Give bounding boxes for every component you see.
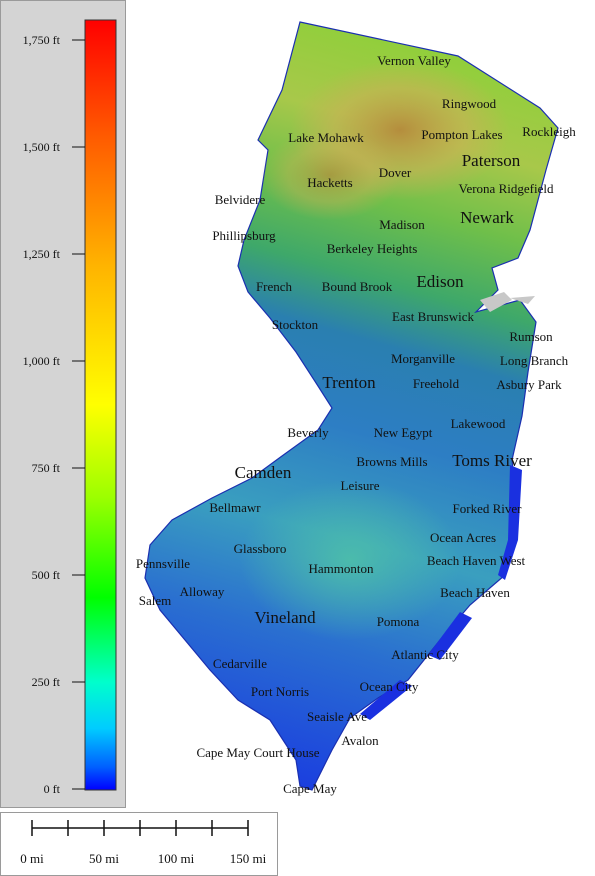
state-land-area: [144, 21, 559, 791]
legend-tick-label: 0 ft: [44, 782, 61, 796]
place-label-bellmawr: Bellmawr: [209, 500, 261, 515]
place-labels: Vernon Valley Ringwood Rockleigh Lake Mohaw…: [136, 53, 576, 796]
place-label-vernon-valley: Vernon Valley: [377, 53, 451, 68]
scale-bar: [31, 820, 249, 836]
scale-label: 50 mi: [89, 851, 119, 866]
scale-labels: 0 mi 50 mi 100 mi 150 mi: [20, 851, 266, 866]
scale-bar-panel: [0, 812, 278, 876]
place-label-ocean-acres: Ocean Acres: [430, 530, 496, 545]
elevation-color-bar: [84, 19, 117, 791]
place-label-beach-haven: Beach Haven: [440, 585, 510, 600]
place-label-trenton: Trenton: [322, 373, 376, 392]
barrier-island-south: [360, 680, 412, 720]
place-label-lakewood: Lakewood: [451, 416, 506, 431]
place-label-french: French: [256, 279, 293, 294]
ridge-region: [260, 130, 400, 220]
place-label-new-egypt: New Egypt: [374, 425, 433, 440]
place-label-alloway: Alloway: [180, 584, 225, 599]
place-label-pennsville: Pennsville: [136, 556, 190, 571]
place-label-rockleigh: Rockleigh: [522, 124, 576, 139]
place-label-atlantic-city: Atlantic City: [391, 647, 459, 662]
legend-tick-label: 750 ft: [32, 461, 61, 475]
place-label-bound-brook: Bound Brook: [322, 279, 393, 294]
pinelands-region: [240, 480, 460, 640]
place-label-verona-ridgefield: Verona Ridgefield: [459, 181, 554, 196]
place-label-avalon: Avalon: [341, 733, 379, 748]
place-label-newark: Newark: [460, 208, 514, 227]
place-label-madison: Madison: [379, 217, 425, 232]
place-label-lake-mohawk: Lake Mohawk: [288, 130, 364, 145]
barrier-island-mid: [428, 612, 472, 660]
place-label-leisure: Leisure: [341, 478, 380, 493]
place-label-port-norris: Port Norris: [251, 684, 309, 699]
legend-tick-label: 1,000 ft: [23, 354, 61, 368]
place-label-phillipsburg: Phillipsburg: [212, 228, 276, 243]
legend-tick-label: 250 ft: [32, 675, 61, 689]
place-label-hammonton: Hammonton: [309, 561, 374, 576]
place-label-freehold: Freehold: [413, 376, 460, 391]
place-label-cape-may-court-house: Cape May Court House: [196, 745, 319, 760]
place-label-rumson: Rumson: [509, 329, 553, 344]
place-label-pomona: Pomona: [377, 614, 420, 629]
scale-label: 150 mi: [230, 851, 267, 866]
barrier-island-north: [498, 465, 522, 580]
legend-tick-label: 500 ft: [32, 568, 61, 582]
place-label-ringwood: Ringwood: [442, 96, 497, 111]
place-label-cape-may: Cape May: [283, 781, 337, 796]
place-label-beach-haven-west: Beach Haven West: [427, 553, 526, 568]
place-label-salem: Salem: [139, 593, 172, 608]
place-label-morganville: Morganville: [391, 351, 455, 366]
legend-tick-label: 1,750 ft: [23, 33, 61, 47]
place-label-berkeley-heights: Berkeley Heights: [327, 241, 418, 256]
place-label-east-brunswick: East Brunswick: [392, 309, 474, 324]
place-label-camden: Camden: [235, 463, 292, 482]
legend-tick-label: 1,250 ft: [23, 247, 61, 261]
place-label-beverly: Beverly: [287, 425, 329, 440]
scale-label: 0 mi: [20, 851, 44, 866]
legend-ticks: 1,750 ft 1,500 ft 1,250 ft 1,000 ft 750 ft 50…: [23, 33, 85, 796]
place-label-dover: Dover: [379, 165, 412, 180]
place-label-vineland: Vineland: [254, 608, 316, 627]
place-label-paterson: Paterson: [462, 151, 521, 170]
neighbor-land: [510, 296, 535, 304]
scale-label: 100 mi: [158, 851, 195, 866]
place-label-pompton-lakes: Pompton Lakes: [421, 127, 502, 142]
place-label-belvidere: Belvidere: [215, 192, 266, 207]
place-label-seaisle-ave: Seaisle Ave: [307, 709, 367, 724]
staten-island: [480, 292, 512, 312]
legend-tick-label: 1,500 ft: [23, 140, 61, 154]
place-label-glassboro: Glassboro: [234, 541, 287, 556]
place-label-browns-mills: Browns Mills: [356, 454, 427, 469]
place-label-edison: Edison: [416, 272, 464, 291]
place-label-forked-river: Forked River: [453, 501, 523, 516]
place-label-ocean-city: Ocean City: [360, 679, 419, 694]
place-label-stockton: Stockton: [272, 317, 319, 332]
place-label-asbury-park: Asbury Park: [496, 377, 562, 392]
place-label-toms-river: Toms River: [452, 451, 532, 470]
place-label-long-branch: Long Branch: [500, 353, 569, 368]
place-label-cedarville: Cedarville: [213, 656, 267, 671]
place-label-hacketts: Hacketts: [307, 175, 352, 190]
